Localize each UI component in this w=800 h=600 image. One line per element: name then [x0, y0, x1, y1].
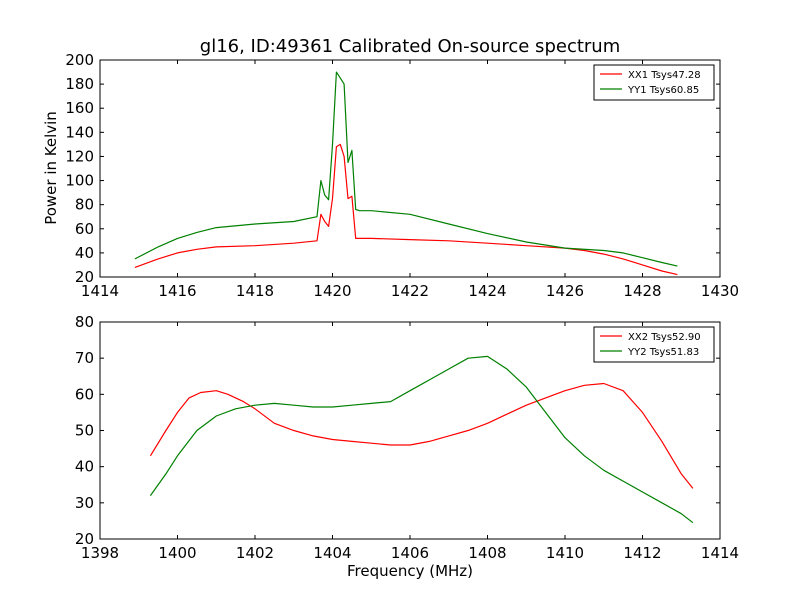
x-tick-label: 1430: [701, 282, 739, 300]
series-line-2: [134, 71, 678, 267]
legend-box: [593, 64, 715, 101]
x-tick-label: 1416: [158, 282, 196, 300]
x-tick-label: 1406: [391, 544, 429, 562]
chart-title: gl16, ID:49361 Calibrated On-source spec…: [200, 36, 620, 57]
x-tick-label: 1424: [468, 282, 506, 300]
y-tick-label: 40: [75, 458, 94, 476]
x-tick-label: 1412: [623, 544, 661, 562]
x-tick-label: 1426: [546, 282, 584, 300]
legend-label: YY1 Tsys60.85: [627, 85, 699, 96]
y-axis-label: Power in Kelvin: [42, 111, 60, 225]
legend: XX2 Tsys52.90 YY2 Tsys51.83: [593, 326, 715, 363]
legend-label: YY2 Tsys51.83: [627, 347, 699, 358]
x-tick-label: 1402: [236, 544, 274, 562]
y-tick-label: 80: [75, 313, 94, 331]
x-tick-label: 1408: [468, 544, 506, 562]
series-line-1: [149, 382, 694, 489]
x-axis-label: Frequency (MHz): [347, 562, 473, 580]
legend-label: XX2 Tsys52.90: [628, 332, 701, 343]
y-tick-label: 50: [75, 422, 94, 440]
y-tick-label: 100: [65, 172, 94, 190]
y-tick-label: 80: [75, 196, 94, 214]
plot-area: 1414 1416 1418 1420 1422 1424 1426 1428 1430 20 40…: [65, 51, 739, 300]
legend-label: XX1 Tsys47.28: [628, 70, 701, 81]
x-tick-label: 1414: [701, 544, 739, 562]
x-tick-label: 1410: [546, 544, 584, 562]
x-tick-label: 1418: [236, 282, 274, 300]
legend-box: [593, 326, 715, 363]
y-tick-label: 160: [65, 99, 94, 117]
x-tick-label: 1400: [158, 544, 196, 562]
y-tick-label: 60: [75, 385, 94, 403]
y-tick-label: 40: [75, 244, 94, 262]
series-line-2: [149, 355, 694, 524]
y-tick-label: 140: [65, 123, 94, 141]
y-tick-label: 200: [65, 51, 94, 69]
legend: XX1 Tsys47.28 YY1 Tsys60.85: [593, 64, 715, 101]
bottom-chart: Frequency (MHz) 1398 1400 1402 1404 1406 1408…: [75, 313, 739, 580]
y-tick-label: 20: [75, 268, 94, 286]
top-chart: gl16, ID:49361 Calibrated On-source spec…: [42, 36, 739, 300]
y-tick-label: 20: [75, 530, 94, 548]
x-tick-label: 1428: [623, 282, 661, 300]
y-tick-label: 120: [65, 147, 94, 165]
series-line-1: [134, 143, 678, 276]
y-tick-label: 60: [75, 220, 94, 238]
x-tick-label: 1404: [313, 544, 351, 562]
x-tick-label: 1420: [313, 282, 351, 300]
y-tick-label: 30: [75, 494, 94, 512]
x-tick-label: 1398: [81, 544, 119, 562]
y-tick-label: 180: [65, 75, 94, 93]
plot-area: 1398 1400 1402 1404 1406 1408 1410 1412 1414 20 30…: [75, 313, 739, 562]
x-tick-label: 1422: [391, 282, 429, 300]
y-tick-label: 70: [75, 349, 94, 367]
x-tick-label: 1414: [81, 282, 119, 300]
